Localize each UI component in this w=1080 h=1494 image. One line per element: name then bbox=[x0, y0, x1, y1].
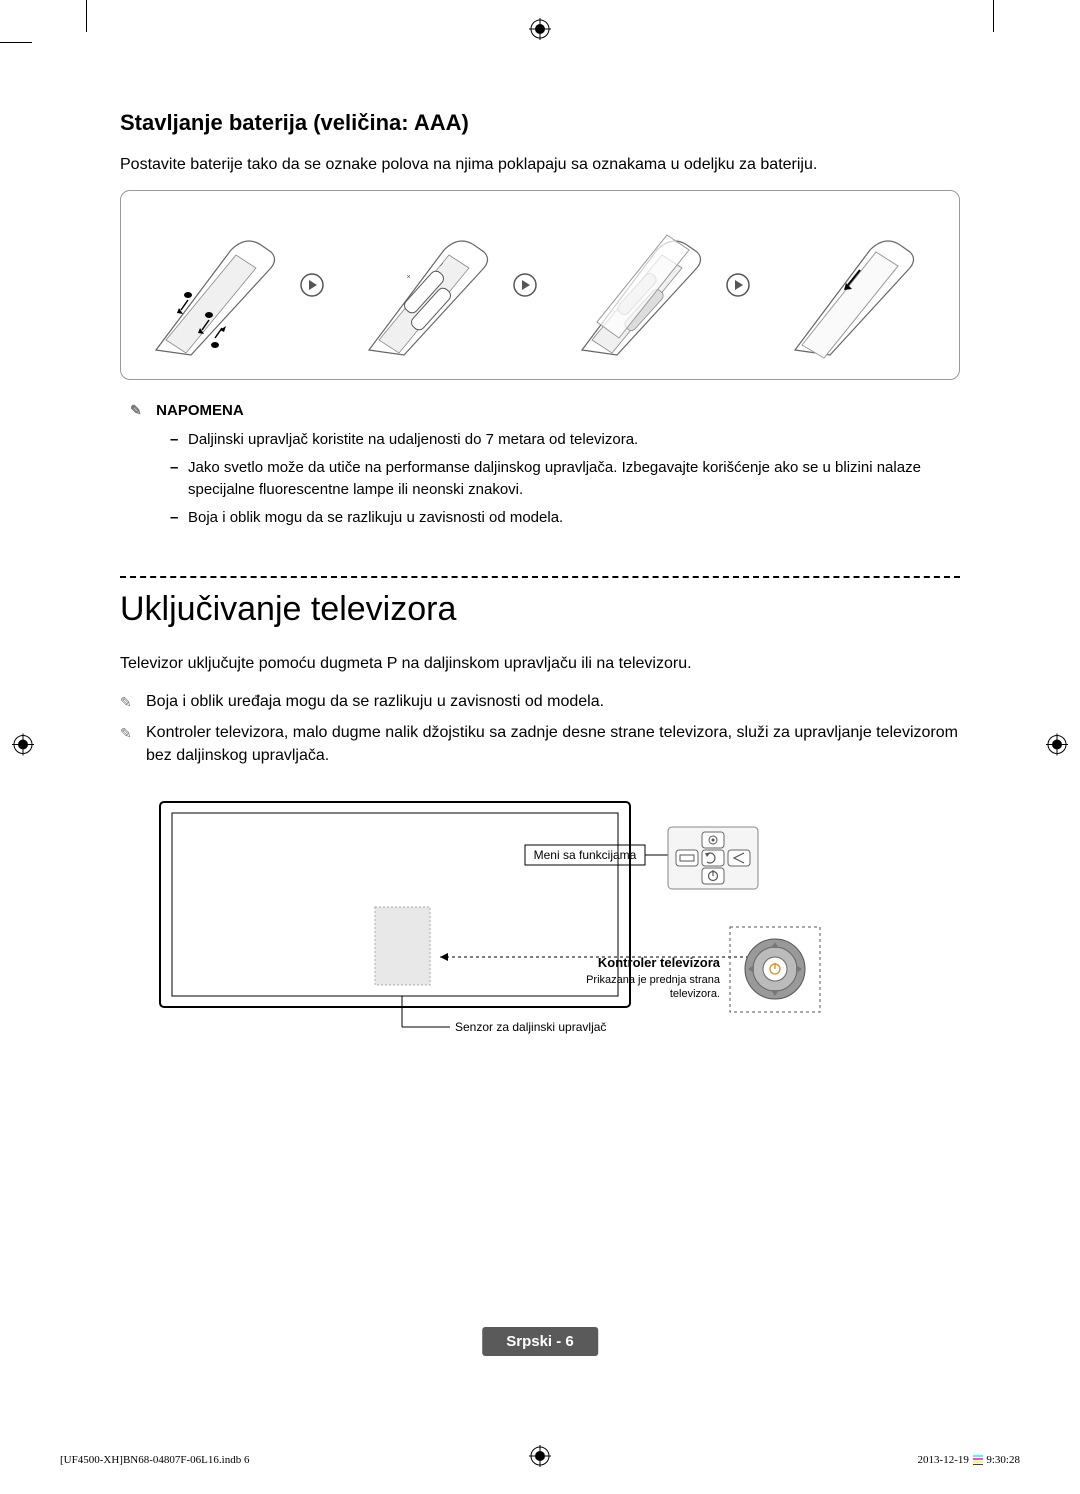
remote-closed-icon bbox=[790, 210, 930, 360]
note-item: Jako svetlo može da utiče na performanse… bbox=[170, 457, 960, 501]
menu-label: Meni sa funkcijama bbox=[534, 848, 637, 862]
main-heading: Uključivanje televizora bbox=[120, 590, 960, 629]
footer-time: 9:30:28 bbox=[986, 1454, 1020, 1466]
crop-mark bbox=[993, 0, 994, 32]
registration-mark-icon bbox=[1046, 734, 1068, 761]
battery-step-2: + − bbox=[364, 210, 538, 360]
note-line: ✎ Kontroler televizora, malo dugme nalik… bbox=[120, 721, 960, 767]
tv-diagram: Meni sa funkcijama Kontroler televizora … bbox=[150, 797, 960, 1057]
print-lines-icon bbox=[972, 1455, 984, 1465]
arrow-next-icon bbox=[299, 272, 325, 298]
arrow-next-icon bbox=[725, 272, 751, 298]
note-item: Daljinski upravljač koristite na udaljen… bbox=[170, 429, 960, 451]
note-item: Boja i oblik mogu da se razlikuju u zavi… bbox=[170, 507, 960, 529]
section-intro: Postavite baterije tako da se oznake pol… bbox=[120, 154, 960, 176]
page-content: Stavljanje baterija (veličina: AAA) Post… bbox=[120, 110, 960, 1057]
crop-mark bbox=[0, 42, 32, 43]
page-badge: Srpski - 6 bbox=[482, 1327, 598, 1356]
registration-mark-icon bbox=[529, 1445, 551, 1472]
note-icon: ✎ bbox=[120, 723, 138, 743]
registration-mark-icon bbox=[529, 18, 551, 45]
battery-diagram: + − bbox=[120, 190, 960, 380]
remote-batteries-icon: + − bbox=[364, 210, 504, 360]
remote-open-icon bbox=[151, 210, 291, 360]
note-line: ✎ Boja i oblik uređaja mogu da se razlik… bbox=[120, 690, 960, 713]
controller-label: Kontroler televizora bbox=[598, 955, 721, 970]
footer-left: [UF4500-XH]BN68-04807F-06L16.indb 6 bbox=[60, 1454, 249, 1466]
note-label-text: NAPOMENA bbox=[156, 402, 244, 419]
note-text: Boja i oblik uređaja mogu da se razlikuj… bbox=[146, 693, 604, 710]
tv-diagram-svg: Meni sa funkcijama Kontroler televizora … bbox=[150, 797, 910, 1057]
crop-mark bbox=[86, 0, 87, 32]
section-title: Stavljanje baterija (veličina: AAA) bbox=[120, 110, 960, 136]
remote-cover-icon bbox=[577, 210, 717, 360]
svg-text:+: + bbox=[403, 272, 413, 282]
section-divider bbox=[120, 576, 960, 578]
section2-intro: Televizor uključujte pomoću dugmeta P na… bbox=[120, 653, 960, 675]
footer-date: 2013-12-19 bbox=[918, 1454, 972, 1466]
footer-right: 2013-12-19 9:30:28 bbox=[918, 1454, 1020, 1466]
front-label-1: Prikazana je prednja strana bbox=[586, 974, 721, 986]
note-list: Daljinski upravljač koristite na udaljen… bbox=[170, 429, 960, 528]
arrow-next-icon bbox=[512, 272, 538, 298]
battery-step-4 bbox=[790, 210, 930, 360]
battery-step-3 bbox=[577, 210, 751, 360]
note-label: ✎ NAPOMENA bbox=[130, 402, 960, 419]
note-icon: ✎ bbox=[120, 692, 138, 712]
sensor-label: Senzor za daljinski upravljač bbox=[455, 1020, 606, 1034]
note-text: Kontroler televizora, malo dugme nalik d… bbox=[146, 724, 958, 764]
registration-mark-icon bbox=[12, 734, 34, 761]
note-icon: ✎ bbox=[130, 402, 148, 419]
battery-step-1 bbox=[151, 210, 325, 360]
front-label-2: televizora. bbox=[670, 988, 720, 1000]
note-block: ✎ NAPOMENA Daljinski upravljač koristite… bbox=[130, 402, 960, 528]
